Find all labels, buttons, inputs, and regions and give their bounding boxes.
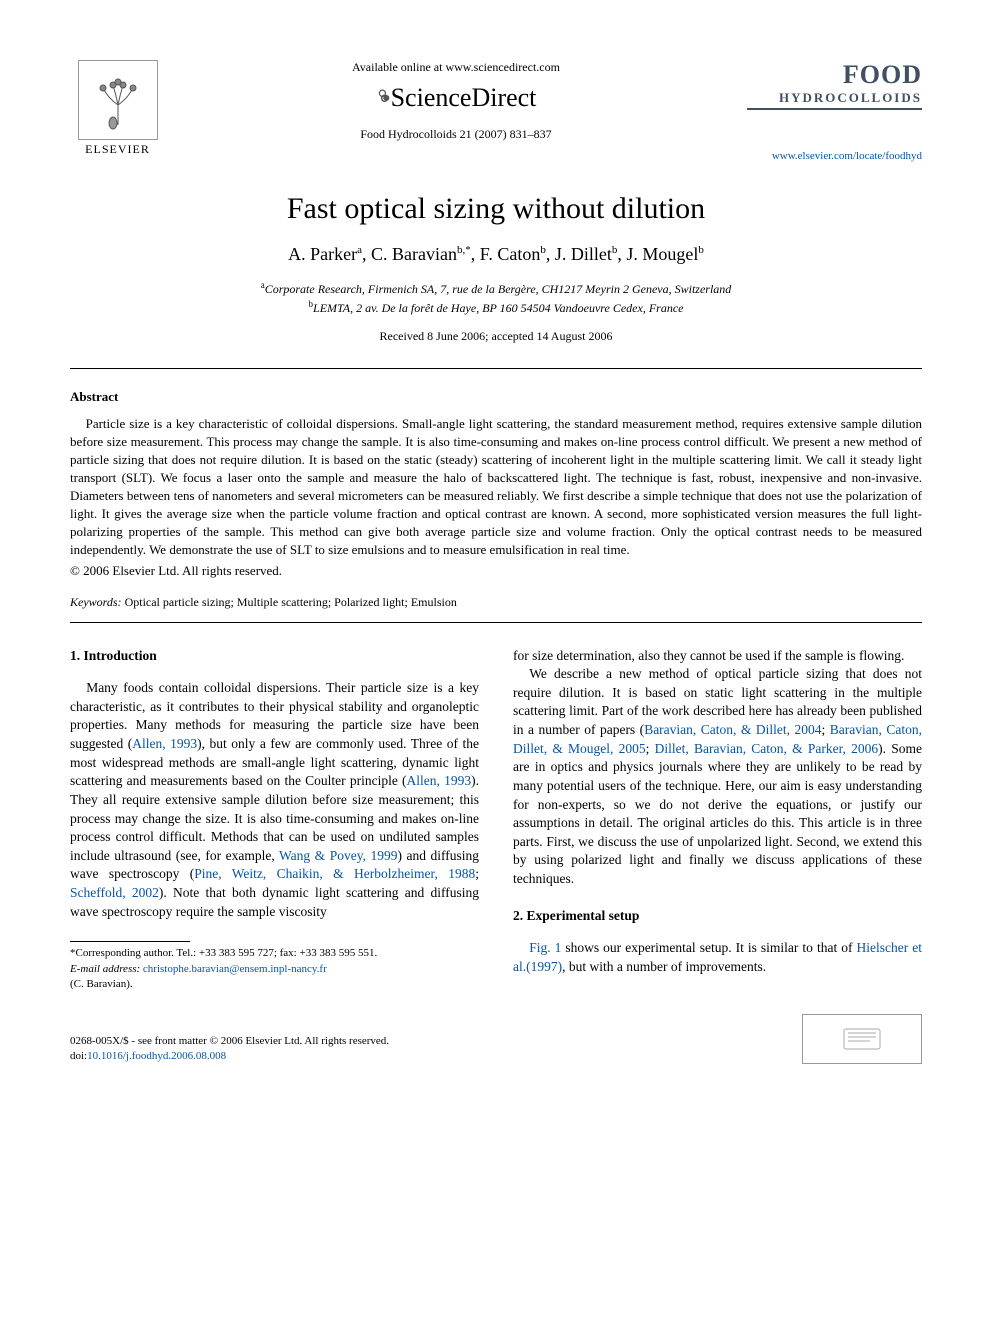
- sciencedirect-text: ScienceDirect: [391, 83, 537, 113]
- citation-scheffold-2002[interactable]: Scheffold, 2002: [70, 885, 159, 900]
- elsevier-logo: ELSEVIER: [70, 60, 165, 157]
- citation-allen-1993a[interactable]: Allen, 1993: [132, 736, 197, 751]
- abstract-copyright: © 2006 Elsevier Ltd. All rights reserved…: [70, 563, 922, 579]
- column-right: for size determination, also they cannot…: [513, 647, 922, 993]
- affiliations: aCorporate Research, Firmenich SA, 7, ru…: [70, 279, 922, 317]
- affiliation-a: Corporate Research, Firmenich SA, 7, rue…: [265, 282, 732, 296]
- citation-fig-1[interactable]: Fig. 1: [529, 940, 561, 955]
- journal-logo-food: FOOD: [747, 60, 922, 90]
- citation-allen-1993b[interactable]: Allen, 1993: [407, 773, 472, 788]
- abstract-heading: Abstract: [70, 389, 922, 405]
- section-2-heading: 2. Experimental setup: [513, 907, 922, 926]
- citation-baravian-2004[interactable]: Baravian, Caton, & Dillet, 2004: [644, 722, 821, 737]
- journal-title-box: FOOD HYDROCOLLOIDS: [747, 60, 922, 110]
- footer-doi-label: doi:: [70, 1050, 87, 1062]
- footnote-name: (C. Baravian).: [70, 977, 479, 992]
- section-1-heading: 1. Introduction: [70, 647, 479, 666]
- journal-logo: FOOD HYDROCOLLOIDS www.elsevier.com/loca…: [747, 60, 922, 162]
- available-online-text: Available online at www.sciencedirect.co…: [185, 60, 727, 75]
- footnote-rule: [70, 941, 190, 942]
- page-footer: 0268-005X/$ - see front matter © 2006 El…: [70, 1014, 922, 1064]
- abstract-text: Particle size is a key characteristic of…: [70, 415, 922, 559]
- center-header: Available online at www.sciencedirect.co…: [165, 60, 747, 142]
- body-columns: 1. Introduction Many foods contain collo…: [70, 647, 922, 993]
- keywords-text: Optical particle sizing; Multiple scatte…: [122, 595, 457, 609]
- footer-copyright: 0268-005X/$ - see front matter © 2006 El…: [70, 1034, 389, 1049]
- elsevier-tree-icon: [78, 60, 158, 140]
- page-header: ELSEVIER Available online at www.science…: [70, 60, 922, 162]
- citation-wang-povey-1999[interactable]: Wang & Povey, 1999: [279, 848, 397, 863]
- section-1-para-2: We describe a new method of optical part…: [513, 665, 922, 889]
- elsevier-label: ELSEVIER: [85, 142, 150, 157]
- rule-bottom: [70, 622, 922, 623]
- keywords-label: Keywords:: [70, 595, 122, 609]
- journal-url-link[interactable]: www.elsevier.com/locate/foodhyd: [747, 150, 922, 162]
- journal-logo-hydrocolloids: HYDROCOLLOIDS: [747, 90, 922, 106]
- footer-doi-link[interactable]: 10.1016/j.foodhyd.2006.08.008: [87, 1050, 226, 1062]
- section-2-para-1: Fig. 1 shows our experimental setup. It …: [513, 939, 922, 976]
- column-left: 1. Introduction Many foods contain collo…: [70, 647, 479, 993]
- sciencedirect-icon: ° ∘ • ·: [376, 84, 383, 113]
- affiliation-b: LEMTA, 2 av. De la forêt de Haye, BP 160…: [313, 301, 683, 315]
- footnote-email-link[interactable]: christophe.baravian@ensem.inpl-nancy.fr: [143, 963, 327, 975]
- sciencedirect-logo: ° ∘ • · ScienceDirect: [185, 83, 727, 113]
- journal-reference: Food Hydrocolloids 21 (2007) 831–837: [185, 127, 727, 142]
- section-1-para-1-left: Many foods contain colloidal dispersions…: [70, 679, 479, 921]
- section-1-para-1-right: for size determination, also they cannot…: [513, 647, 922, 666]
- citation-pine-1988[interactable]: Pine, Weitz, Chaikin, & Herbolzheimer, 1…: [194, 866, 475, 881]
- citation-dillet-2006[interactable]: Dillet, Baravian, Caton, & Parker, 2006: [655, 741, 879, 756]
- footer-left: 0268-005X/$ - see front matter © 2006 El…: [70, 1034, 389, 1065]
- article-title: Fast optical sizing without dilution: [70, 192, 922, 226]
- authors-line: A. Parkera, C. Baravianb,*, F. Catonb, J…: [70, 244, 922, 265]
- footnote-email-label: E-mail address:: [70, 963, 140, 975]
- keywords-line: Keywords: Optical particle sizing; Multi…: [70, 595, 922, 610]
- abstract-block: Abstract Particle size is a key characte…: [70, 389, 922, 579]
- article-dates: Received 8 June 2006; accepted 14 August…: [70, 329, 922, 344]
- footnote-block: *Corresponding author. Tel.: +33 383 595…: [70, 946, 479, 992]
- footer-logo-icon: [802, 1014, 922, 1064]
- footnote-corresponding: *Corresponding author. Tel.: +33 383 595…: [70, 946, 479, 961]
- rule-top: [70, 368, 922, 369]
